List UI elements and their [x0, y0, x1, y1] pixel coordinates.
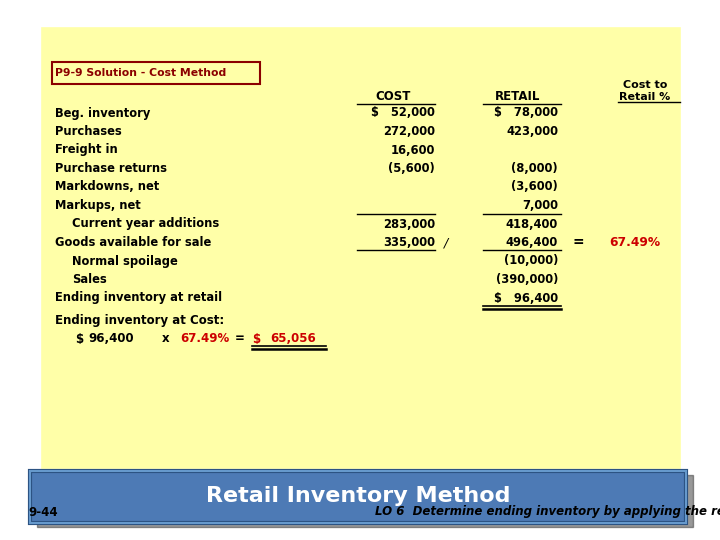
Text: Retail Inventory Method: Retail Inventory Method — [206, 486, 510, 506]
Text: 418,400: 418,400 — [505, 218, 558, 231]
Text: Ending inventory at Cost:: Ending inventory at Cost: — [55, 314, 224, 327]
Text: =: = — [573, 235, 585, 249]
Text: (390,000): (390,000) — [495, 273, 558, 286]
Text: Goods available for sale: Goods available for sale — [55, 236, 211, 249]
Text: RETAIL: RETAIL — [495, 91, 541, 104]
Bar — [30, 471, 686, 523]
Text: Purchase returns: Purchase returns — [55, 162, 167, 175]
Text: $   52,000: $ 52,000 — [371, 106, 435, 119]
Text: 272,000: 272,000 — [383, 125, 435, 138]
Text: Sales: Sales — [72, 273, 107, 286]
Text: Markdowns, net: Markdowns, net — [55, 180, 159, 193]
Text: P9-9 Solution - Cost Method: P9-9 Solution - Cost Method — [55, 68, 226, 78]
Text: Normal spoilage: Normal spoilage — [72, 254, 178, 267]
Text: 496,400: 496,400 — [505, 236, 558, 249]
Text: (5,600): (5,600) — [388, 162, 435, 175]
Text: 423,000: 423,000 — [506, 125, 558, 138]
Text: 65,056: 65,056 — [270, 333, 316, 346]
Bar — [42, 28, 680, 468]
Text: 283,000: 283,000 — [383, 218, 435, 231]
Text: Markups, net: Markups, net — [55, 199, 140, 212]
Text: Purchases: Purchases — [55, 125, 122, 138]
Bar — [37, 475, 693, 527]
Text: 16,600: 16,600 — [391, 144, 435, 157]
Text: $: $ — [252, 333, 260, 346]
Text: (3,600): (3,600) — [511, 180, 558, 193]
Text: (10,000): (10,000) — [503, 254, 558, 267]
Text: Current year additions: Current year additions — [72, 218, 220, 231]
Bar — [30, 471, 686, 523]
Bar — [52, 62, 260, 84]
Text: COST: COST — [375, 91, 410, 104]
Text: Cost to: Cost to — [623, 80, 667, 90]
Text: 335,000: 335,000 — [383, 236, 435, 249]
Text: =: = — [235, 333, 245, 346]
Text: Beg. inventory: Beg. inventory — [55, 106, 150, 119]
Text: 67.49%: 67.49% — [180, 333, 229, 346]
Text: Ending inventory at retail: Ending inventory at retail — [55, 292, 222, 305]
Text: /: / — [444, 236, 449, 249]
Bar — [30, 471, 686, 523]
Text: $   78,000: $ 78,000 — [494, 106, 558, 119]
Text: 9-44: 9-44 — [28, 505, 58, 518]
Text: $: $ — [75, 333, 83, 346]
Text: 67.49%: 67.49% — [609, 236, 660, 249]
Text: 96,400: 96,400 — [88, 333, 134, 346]
Text: (8,000): (8,000) — [511, 162, 558, 175]
Text: Freight in: Freight in — [55, 144, 118, 157]
Text: $   96,400: $ 96,400 — [494, 292, 558, 305]
Text: LO 6  Determine ending inventory by applying the retail inventory method.: LO 6 Determine ending inventory by apply… — [375, 505, 720, 518]
Text: 7,000: 7,000 — [522, 199, 558, 212]
Text: Retail %: Retail % — [619, 92, 670, 102]
Text: x: x — [162, 333, 170, 346]
